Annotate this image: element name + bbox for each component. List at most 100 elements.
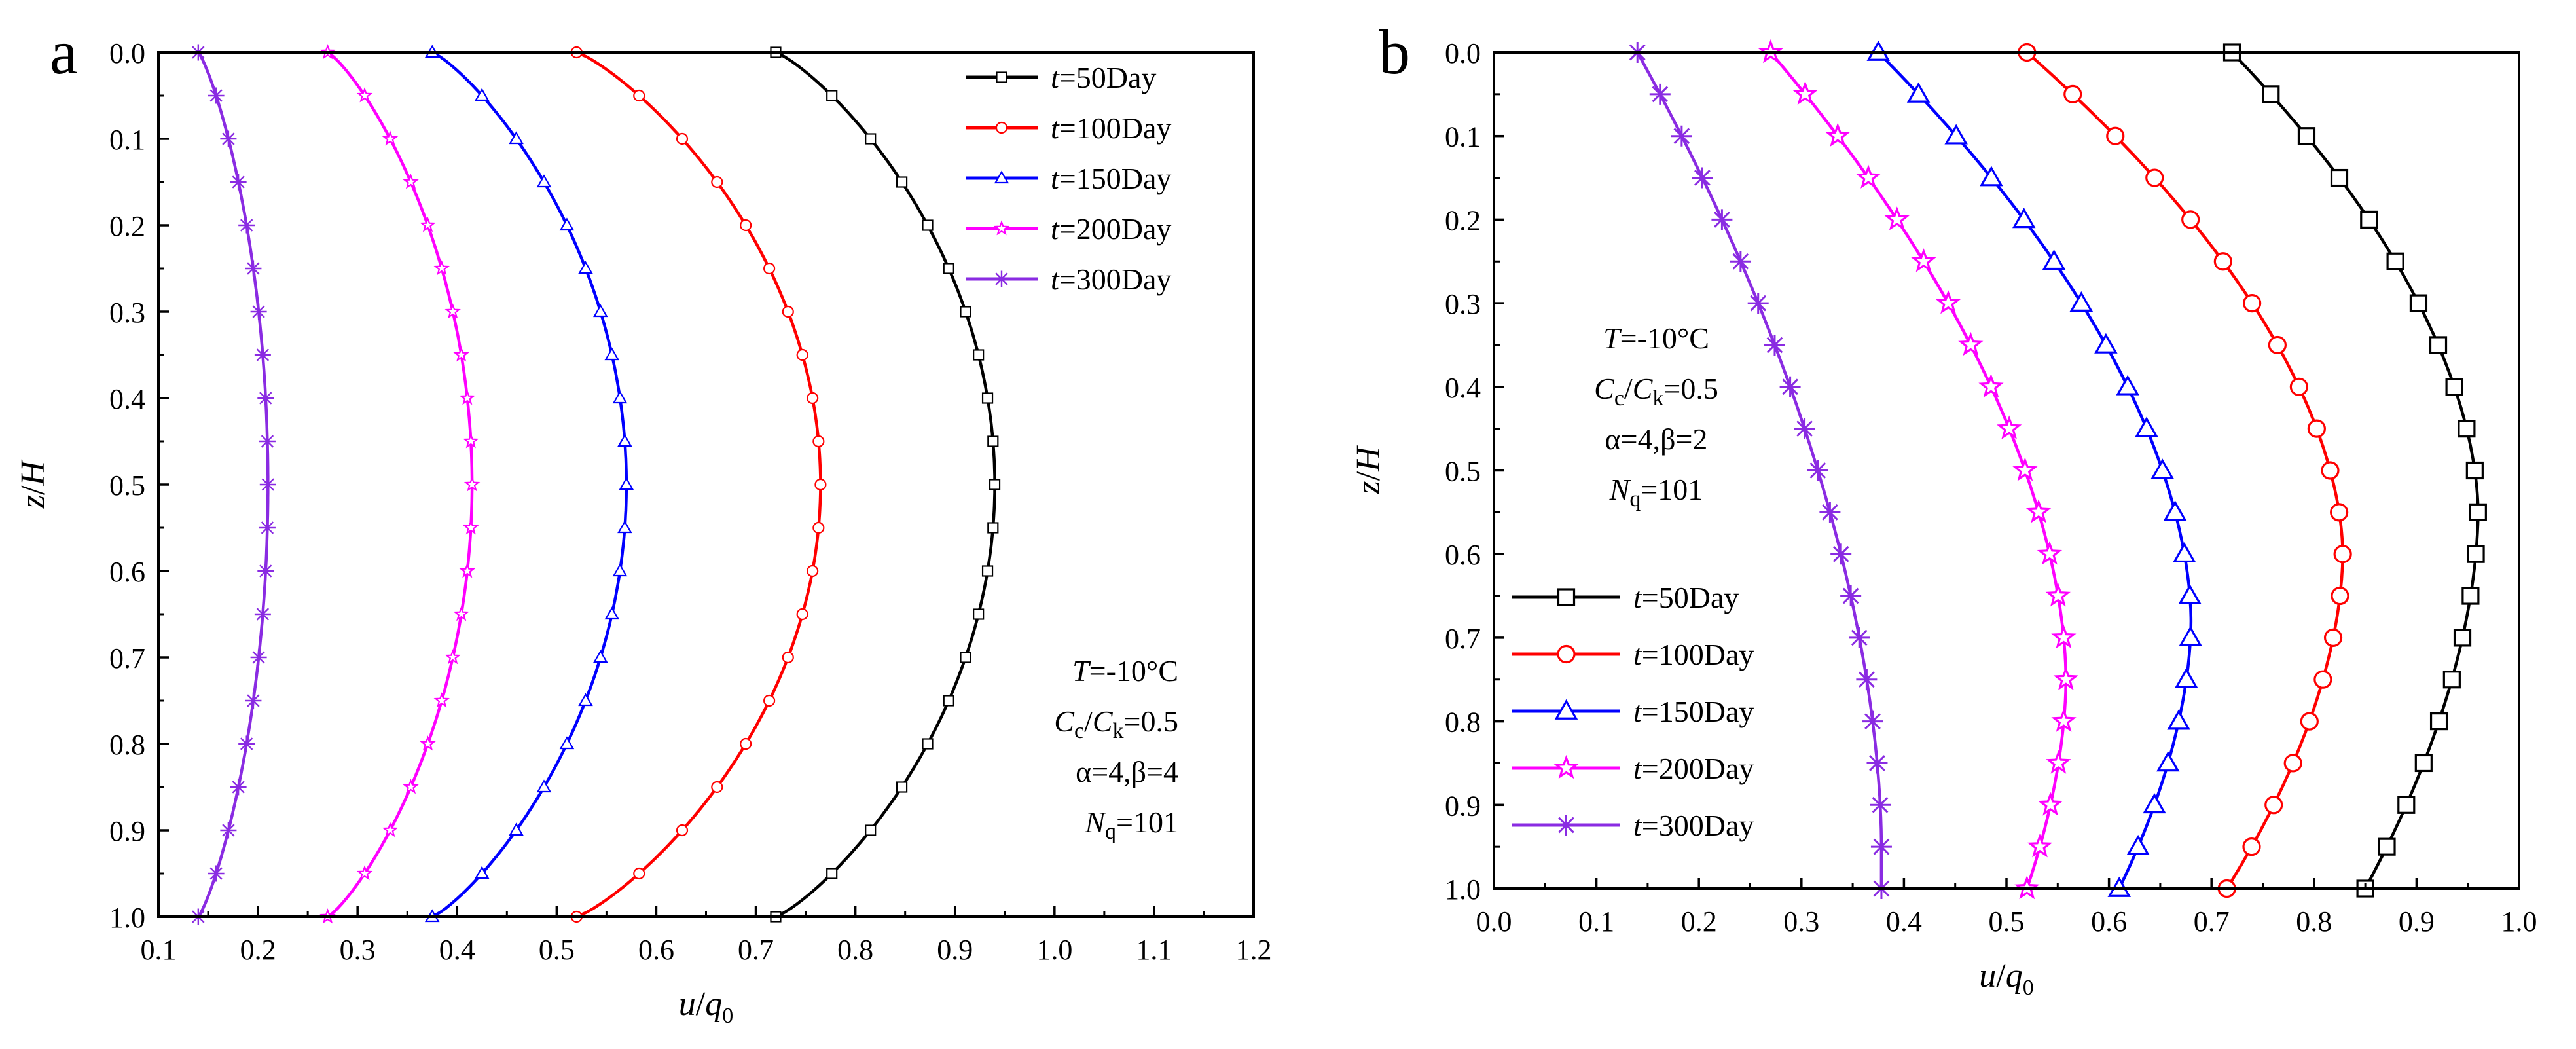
marker-circle <box>807 392 819 405</box>
marker-star <box>1935 289 1961 314</box>
legend-item: t=300Day <box>966 263 1171 296</box>
marker-triangle <box>559 217 575 231</box>
marker-triangle <box>536 174 552 188</box>
series-line <box>575 50 822 919</box>
marker-square <box>2442 671 2461 689</box>
legend-item: t=50Day <box>966 61 1156 94</box>
marker-circle <box>2289 377 2308 396</box>
marker-star <box>1958 331 1984 356</box>
x-tick-label: 0.3 <box>340 934 376 966</box>
y-tick-label: 0.9 <box>109 815 145 847</box>
y-tick-label: 0.2 <box>109 210 145 242</box>
marker-triangle <box>474 866 490 879</box>
legend-label: t=300Day <box>1051 263 1171 296</box>
x-tick-label: 0.5 <box>539 934 575 966</box>
y-tick-label: 0.7 <box>109 642 145 674</box>
marker-square <box>2386 252 2404 270</box>
x-tick-label: 1.0 <box>1036 934 1072 966</box>
marker-asterisk <box>1870 794 1891 816</box>
x-tick-label: 0.7 <box>2194 906 2230 938</box>
marker-square <box>922 219 934 231</box>
marker-circle <box>782 305 794 318</box>
marker-triangle <box>617 520 632 534</box>
marker-circle <box>633 89 645 102</box>
marker-circle <box>740 737 752 750</box>
marker-square <box>2360 210 2378 229</box>
series-line <box>2230 51 2480 890</box>
marker-square <box>2429 336 2448 354</box>
marker-circle <box>2333 545 2352 564</box>
marker-asterisk <box>1794 418 1815 439</box>
marker-circle <box>2063 84 2082 103</box>
series-t-200day <box>319 44 481 924</box>
legend-item: t=150Day <box>1512 695 1754 728</box>
marker-square <box>2465 461 2484 480</box>
marker-star <box>356 865 373 881</box>
marker-star <box>403 779 419 794</box>
marker-star <box>463 433 479 449</box>
marker-star <box>2051 624 2077 649</box>
y-tick-label: 0.8 <box>109 729 145 761</box>
marker-square <box>2458 420 2476 438</box>
marker-triangle <box>2012 208 2036 229</box>
marker-asterisk <box>1555 815 1577 836</box>
marker-asterisk <box>1671 125 1692 147</box>
series-line <box>431 51 628 918</box>
marker-asterisk <box>1856 669 1878 690</box>
marker-square <box>2397 796 2416 814</box>
marker-square <box>943 695 954 707</box>
legend-label: t=100Day <box>1633 638 1754 671</box>
marker-triangle <box>2163 500 2187 521</box>
marker-square <box>973 608 985 620</box>
chart-panel-b: b0.0 0.1 0.2 0.3 0.4 0.5 0.6 0.7 0.8 0.9 1.00.00.1… <box>1350 17 2537 1000</box>
marker-circle <box>2331 586 2349 606</box>
marker-triangle <box>2175 667 2198 688</box>
marker-star <box>433 692 450 708</box>
marker-triangle <box>619 477 634 490</box>
x-tick-label: 0.2 <box>1681 906 1717 938</box>
marker-star <box>403 174 419 189</box>
marker-square <box>2469 503 2487 521</box>
marker-square <box>2297 127 2316 145</box>
series-t-300day <box>190 44 276 925</box>
marker-star <box>2027 834 2053 858</box>
marker-triangle <box>2116 375 2139 396</box>
annotation-line: T=-10°C <box>1603 322 1709 355</box>
marker-circle <box>812 521 825 534</box>
legend-label: t=50Day <box>1633 581 1739 614</box>
legend-label: t=200Day <box>1051 212 1171 246</box>
marker-asterisk <box>245 692 262 709</box>
marker-square <box>2461 587 2480 605</box>
annotation-line: T=-10°C <box>1072 654 1178 688</box>
y-tick-label: 0.6 <box>109 556 145 588</box>
marker-square <box>2409 294 2428 312</box>
marker-triangle <box>2178 583 2202 604</box>
marker-square <box>2414 754 2433 773</box>
marker-circle <box>2323 628 2343 648</box>
y-tick-label: 1.0 <box>109 902 145 934</box>
marker-triangle <box>612 563 628 577</box>
marker-star <box>1825 122 1851 147</box>
marker-star <box>1553 754 1579 779</box>
marker-triangle <box>1906 82 1931 103</box>
marker-star <box>2045 582 2071 607</box>
marker-circle <box>782 651 794 664</box>
legend-label: t=50Day <box>1051 61 1156 94</box>
marker-circle <box>807 564 819 578</box>
chart-panel-a: a 0.1 0.2 0.3 0.4 0.5 0.6 0.7 0.8 0.9 1.0 1.1 1.2 0.0… <box>14 17 1272 1028</box>
marker-asterisk <box>220 822 237 839</box>
marker-asterisk <box>245 260 262 277</box>
marker-triangle <box>612 390 628 404</box>
marker-circle <box>711 175 723 189</box>
marker-asterisk <box>1840 585 1862 607</box>
series-t-300day <box>1627 42 1892 899</box>
marker-circle <box>676 132 689 145</box>
marker-triangle <box>509 131 524 145</box>
marker-star <box>382 130 399 146</box>
x-axis: 0.1 0.2 0.3 0.4 0.5 0.6 0.7 0.8 0.9 1.0 1.1 1.2 <box>141 906 1272 966</box>
x-tick-label: 0.4 <box>1886 906 1922 938</box>
marker-triangle <box>604 606 620 620</box>
y-tick-label: 0.6 <box>1445 539 1481 571</box>
x-axis: 0.0 0.1 0.2 0.3 0.4 0.5 0.6 0.7 0.8 0.9 1.0 <box>1476 878 2537 938</box>
